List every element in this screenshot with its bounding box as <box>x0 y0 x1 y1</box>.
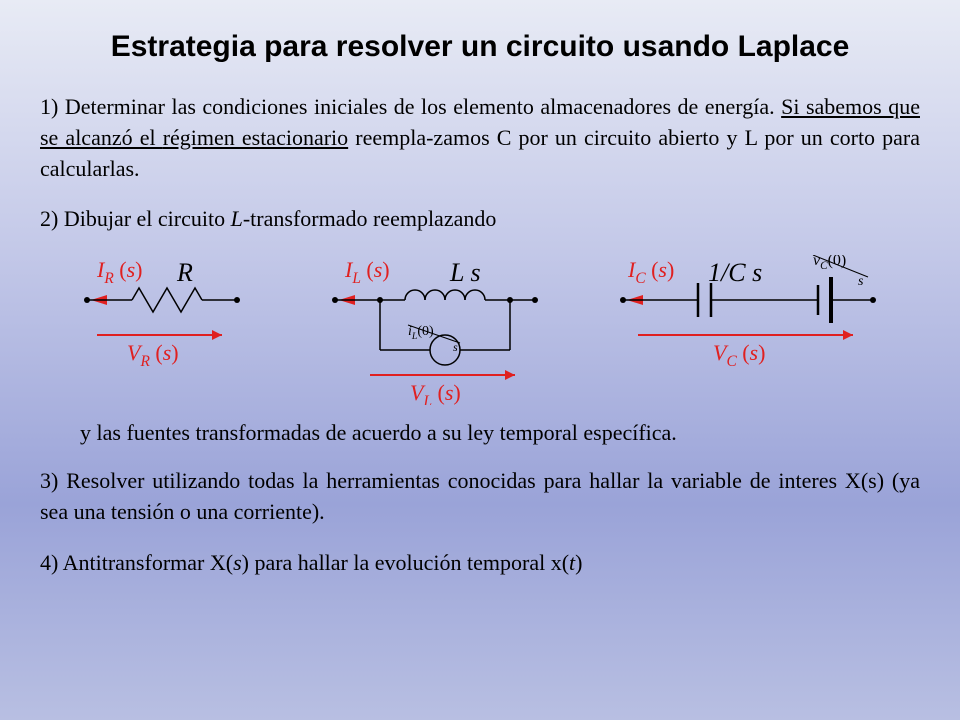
resistor-diagram: IR (s) R VR (s) <box>57 255 277 405</box>
svg-text:IC (s): IC (s) <box>627 257 674 287</box>
svg-text:VR (s): VR (s) <box>127 340 179 370</box>
svg-text:s: s <box>453 340 458 354</box>
step-3: 3) Resolver utilizando todas la herramie… <box>40 466 920 528</box>
page-title: Estrategia para resolver un circuito usa… <box>40 30 920 64</box>
svg-text:vC(0): vC(0) <box>813 255 846 272</box>
step-4: 4) Antitransformar X(s) para hallar la e… <box>40 548 920 579</box>
step-2: 2) Dibujar el circuito L-transformado re… <box>40 204 920 235</box>
capacitor-diagram: IC (s) 1/C s vC(0) s VC (s) <box>603 255 903 405</box>
svg-text:s: s <box>858 274 864 289</box>
svg-text:R: R <box>176 258 193 287</box>
step-2-continuation: y las fuentes transformadas de acuerdo a… <box>80 420 920 446</box>
svg-text:IR (s): IR (s) <box>96 257 142 287</box>
svg-text:VC (s): VC (s) <box>713 340 765 370</box>
svg-text:1/C s: 1/C s <box>708 258 762 287</box>
inductor-diagram: IL (s) L s iL(0) s VL (s) <box>310 255 570 405</box>
svg-text:VL (s): VL (s) <box>410 380 461 405</box>
svg-text:L s: L s <box>449 258 481 287</box>
svg-text:IL (s): IL (s) <box>344 257 390 287</box>
circuit-diagrams: IR (s) R VR (s) IL (s) L s iL(0) s <box>40 255 920 405</box>
step-1: 1) Determinar las condiciones iniciales … <box>40 92 920 184</box>
